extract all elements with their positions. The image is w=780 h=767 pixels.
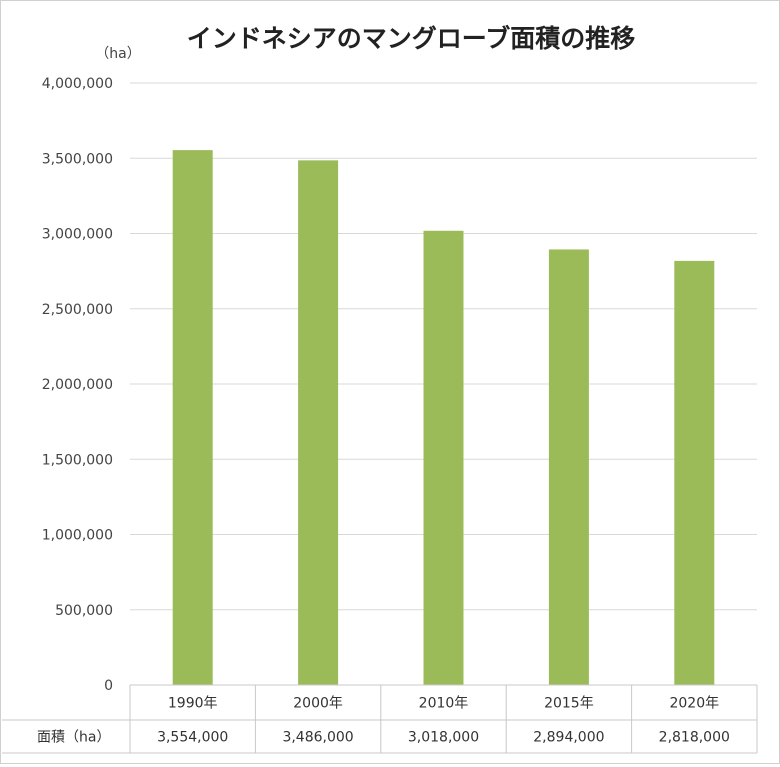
- y-tick-label: 3,500,000: [42, 151, 113, 167]
- y-tick-label: 3,000,000: [42, 227, 113, 243]
- x-tick-label: 2010年: [419, 696, 469, 712]
- value-label: 3,018,000: [408, 730, 479, 746]
- y-tick-label: 2,500,000: [42, 302, 113, 318]
- x-tick-label: 2020年: [669, 696, 719, 712]
- y-tick-label: 2,000,000: [42, 377, 113, 393]
- value-label: 3,554,000: [157, 730, 228, 746]
- y-tick-label: 500,000: [55, 603, 113, 619]
- x-tick-label: 2000年: [293, 696, 343, 712]
- y-tick-labels: 0 500,000 1,000,000 1,500,000 2,000,000 2,500…: [42, 76, 113, 694]
- value-label: 3,486,000: [282, 730, 353, 746]
- x-tick-label: 1990年: [168, 696, 218, 712]
- bar: [298, 160, 339, 685]
- y-tick-label: 4,000,000: [42, 76, 113, 92]
- y-tick-label: 1,500,000: [42, 452, 113, 468]
- value-label: 2,818,000: [659, 730, 730, 746]
- bar: [172, 150, 213, 686]
- bar: [423, 230, 464, 685]
- y-unit-label: （ha）: [95, 46, 140, 62]
- value-label: 2,894,000: [533, 730, 604, 746]
- bar: [674, 260, 715, 685]
- bars: [172, 150, 715, 686]
- table-row-label: 面積（ha）: [37, 730, 110, 746]
- x-tick-label: 2015年: [544, 696, 594, 712]
- chart-title: インドネシアのマングローブ面積の推移: [187, 24, 636, 53]
- data-table: 1990年 2000年 2010年 2015年 2020年 3,554,000 3,486,…: [2, 684, 758, 754]
- y-tick-label: 1,000,000: [42, 528, 113, 544]
- y-tick-label: 0: [104, 678, 113, 694]
- bar: [548, 249, 589, 685]
